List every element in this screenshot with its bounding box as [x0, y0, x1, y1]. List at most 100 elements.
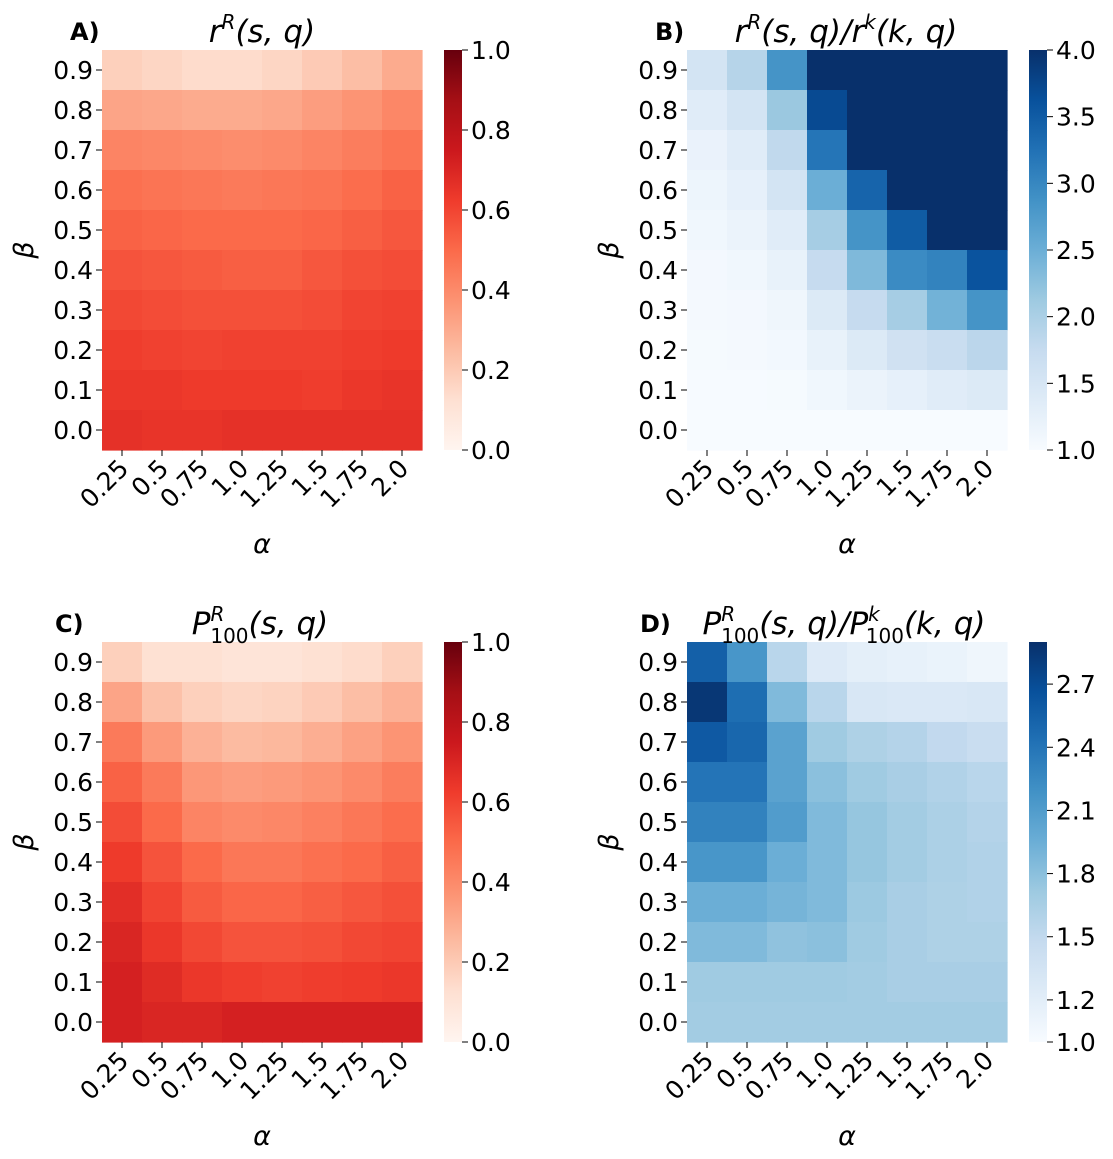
- y-tick-label: 0.4: [638, 848, 678, 877]
- heatmap-cell: [222, 130, 263, 171]
- heatmap-cell: [767, 802, 808, 843]
- colorbar-tick-label: 2.4: [1056, 733, 1096, 762]
- heatmap-cell: [727, 130, 768, 171]
- heatmap-cell: [727, 962, 768, 1003]
- heatmap-cell: [302, 410, 343, 451]
- heatmap-cell: [847, 682, 888, 723]
- heatmap-cell: [687, 130, 728, 171]
- heatmap-cell: [727, 642, 768, 683]
- heatmap-cell: [302, 842, 343, 883]
- title-subscript: 100: [721, 624, 759, 648]
- colorbar-tick-label: 1.0: [1056, 1028, 1096, 1057]
- y-tick-label: 0.6: [53, 768, 93, 797]
- heatmap-cell: [887, 962, 928, 1003]
- y-tick-label: 0.3: [638, 296, 678, 325]
- heatmap-cell: [727, 370, 768, 411]
- heatmap-cell: [382, 50, 423, 91]
- heatmap-cell: [847, 842, 888, 883]
- heatmap-cell: [342, 170, 383, 211]
- heatmap-cell: [182, 922, 223, 963]
- y-tick-label: 0.2: [638, 928, 678, 957]
- y-axis-label: β: [9, 833, 40, 851]
- heatmap-cell: [807, 90, 848, 131]
- heatmap-cell: [262, 762, 303, 803]
- heatmap-cell: [687, 962, 728, 1003]
- heatmap-cell: [887, 682, 928, 723]
- heatmap-cell: [222, 1002, 263, 1043]
- heatmap-cell: [382, 210, 423, 251]
- heatmap-cell: [727, 1002, 768, 1043]
- heatmap-cell: [382, 370, 423, 411]
- heatmap-cell: [382, 842, 423, 883]
- heatmap-cell: [142, 962, 183, 1003]
- colorbar-tick-label: 1.8: [1056, 860, 1096, 889]
- y-tick-label: 0.7: [53, 728, 93, 757]
- heatmap-cell: [102, 370, 143, 411]
- heatmap-cell: [967, 90, 1008, 131]
- heatmap-cell: [887, 130, 928, 171]
- title-subscript: 100: [210, 624, 248, 648]
- heatmap-cell: [807, 962, 848, 1003]
- heatmap-cell: [847, 90, 888, 131]
- x-tick-label: 0.25: [74, 1046, 134, 1106]
- heatmap-cell: [182, 50, 223, 91]
- heatmap-cell: [262, 370, 303, 411]
- heatmap-cell: [302, 682, 343, 723]
- heatmap-cell: [342, 722, 383, 763]
- heatmap-cell: [807, 410, 848, 451]
- heatmap-cell: [727, 842, 768, 883]
- heatmap-cell: [927, 882, 968, 923]
- y-tick-label: 0.1: [638, 376, 678, 405]
- heatmap-cell: [887, 762, 928, 803]
- heatmap-cell: [342, 802, 383, 843]
- heatmap-cell: [887, 290, 928, 331]
- heatmap-cell: [142, 130, 183, 171]
- colorbar-tick-label: 0.2: [471, 948, 511, 977]
- y-tick-label: 0.0: [638, 1008, 678, 1037]
- heatmap-cell: [927, 90, 968, 131]
- heatmap-cell: [262, 842, 303, 883]
- heatmap-cell: [887, 210, 928, 251]
- y-tick-label: 0.5: [53, 216, 93, 245]
- heatmap-cell: [807, 722, 848, 763]
- y-axis-label: β: [594, 833, 625, 851]
- colorbar-tick-label: 2.5: [1056, 236, 1096, 265]
- x-tick-label: 1.75: [899, 454, 959, 514]
- heatmap-cell: [342, 250, 383, 291]
- colorbar-tick-label: 2.7: [1056, 670, 1096, 699]
- heatmap-cell: [767, 962, 808, 1003]
- heatmap-cell: [887, 642, 928, 683]
- heatmap-cell: [847, 922, 888, 963]
- heatmap-cell: [382, 170, 423, 211]
- x-axis-label: α: [253, 529, 271, 560]
- panel-title: PR 100(s, q): [192, 602, 329, 648]
- heatmap-cell: [807, 842, 848, 883]
- heatmap-cell: [927, 1002, 968, 1043]
- heatmap-cell: [222, 170, 263, 211]
- panel-label: D): [640, 610, 671, 638]
- title-superscript: k: [868, 602, 881, 626]
- y-tick-label: 0.0: [53, 416, 93, 445]
- title-symbol: r: [735, 14, 750, 50]
- colorbar-tick-label: 2.1: [1056, 796, 1096, 825]
- heatmap-cell: [182, 330, 223, 371]
- heatmap-cell: [967, 722, 1008, 763]
- heatmap-cell: [182, 962, 223, 1003]
- panel-label: A): [70, 18, 100, 46]
- heatmap-cell: [342, 90, 383, 131]
- heatmap-cell: [767, 1002, 808, 1043]
- x-axis-label: α: [253, 1121, 271, 1152]
- heatmap-cell: [967, 50, 1008, 91]
- heatmap-cell: [382, 290, 423, 331]
- heatmap-cell: [727, 682, 768, 723]
- heatmap-cell: [967, 290, 1008, 331]
- heatmap-cell: [262, 1002, 303, 1043]
- heatmap-cell: [382, 722, 423, 763]
- heatmap-cell: [382, 962, 423, 1003]
- y-tick-label: 0.0: [53, 1008, 93, 1037]
- heatmap-cell: [102, 1002, 143, 1043]
- heatmap-cell: [807, 802, 848, 843]
- heatmap-cell: [727, 50, 768, 91]
- x-tick-label: 2.0: [951, 1046, 1000, 1095]
- x-tick-label: 1.75: [314, 454, 374, 514]
